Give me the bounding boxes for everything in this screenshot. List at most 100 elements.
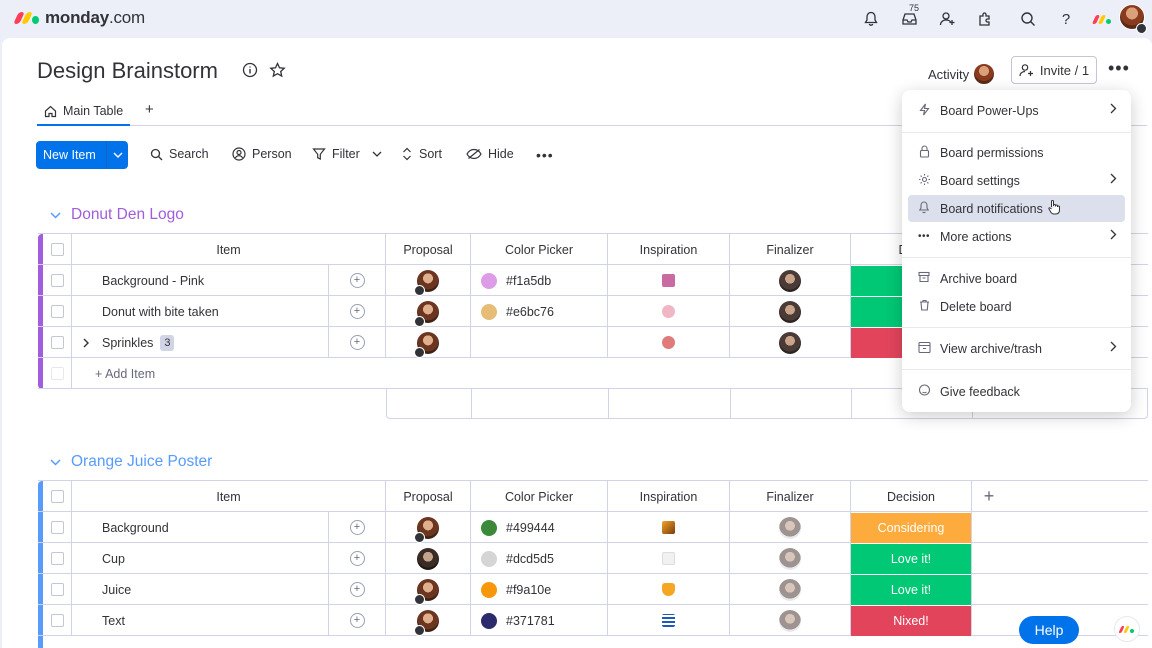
menu-item-board-settings[interactable]: Board settings (908, 167, 1125, 194)
invite-button[interactable]: Invite / 1 (1011, 56, 1097, 84)
column-header-proposal[interactable]: Proposal (386, 234, 471, 265)
chevron-right-icon[interactable] (83, 338, 90, 348)
select-all-checkbox[interactable] (43, 481, 72, 512)
info-icon[interactable] (242, 62, 258, 82)
column-header-color-picker[interactable]: Color Picker (471, 481, 608, 512)
tab-main-table[interactable]: Main Table (37, 98, 130, 126)
inspiration-cell[interactable] (608, 296, 730, 327)
column-header-finalizer[interactable]: Finalizer (730, 234, 851, 265)
color-picker-cell[interactable]: #e6bc76 (471, 296, 608, 327)
group-title-orange-juice[interactable]: Orange Juice Poster (50, 453, 212, 471)
table-row[interactable]: Background + #499444 Considering (38, 512, 1148, 543)
add-update-icon[interactable]: + (329, 296, 386, 327)
item-name[interactable]: Donut with bite taken (72, 296, 329, 327)
hide-button[interactable]: Hide (466, 147, 514, 161)
monday-workspace-icon[interactable] (1091, 9, 1112, 29)
bell-icon[interactable] (861, 9, 881, 29)
decision-cell[interactable]: Nixed! (851, 605, 972, 636)
proposal-avatar[interactable] (386, 512, 471, 543)
inbox-icon[interactable]: 75 (899, 3, 919, 29)
column-header-proposal[interactable]: Proposal (386, 481, 471, 512)
person-filter-button[interactable]: Person (232, 147, 292, 161)
color-picker-cell[interactable]: #f9a10e (471, 574, 608, 605)
board-menu-button[interactable]: ••• (1108, 58, 1130, 78)
finalizer-avatar[interactable] (730, 543, 851, 574)
color-picker-cell[interactable]: #499444 (471, 512, 608, 543)
more-toolbar-button[interactable]: ••• (536, 147, 554, 163)
column-header-decision[interactable]: Decision (851, 481, 972, 512)
menu-item-view-archive-trash[interactable]: View archive/trash (908, 335, 1125, 362)
add-item-input[interactable]: + Add Item (95, 366, 156, 381)
menu-item-archive-board[interactable]: Archive board (908, 265, 1125, 292)
item-name[interactable]: Cup (72, 543, 329, 574)
add-update-icon[interactable]: + (329, 327, 386, 358)
finalizer-avatar[interactable] (730, 574, 851, 605)
menu-item-give-feedback[interactable]: Give feedback (908, 378, 1125, 405)
status-badge[interactable]: Love it! (851, 574, 971, 605)
column-header-color-picker[interactable]: Color Picker (471, 234, 608, 265)
help-icon[interactable]: ? (1061, 10, 1071, 28)
finalizer-avatar[interactable] (730, 605, 851, 636)
table-row[interactable]: Cup + #dcd5d5 Love it! (38, 543, 1148, 574)
column-header-finalizer[interactable]: Finalizer (730, 481, 851, 512)
decision-cell[interactable]: Considering (851, 512, 972, 543)
inspiration-cell[interactable] (608, 327, 730, 358)
filter-button[interactable]: Filter (312, 147, 382, 161)
chevron-down-icon[interactable] (50, 211, 61, 219)
add-update-icon[interactable]: + (329, 574, 386, 605)
proposal-avatar[interactable] (386, 296, 471, 327)
monday-assistant-icon[interactable] (1114, 616, 1140, 642)
page-title[interactable]: Design Brainstorm (37, 58, 218, 83)
add-update-icon[interactable]: + (329, 543, 386, 574)
menu-item-board-notifications[interactable]: Board notifications (908, 195, 1125, 222)
add-update-icon[interactable]: + (329, 265, 386, 296)
item-cell[interactable]: Sprinkles 3 (72, 327, 329, 358)
inspiration-cell[interactable] (608, 265, 730, 296)
finalizer-avatar[interactable] (730, 512, 851, 543)
column-header-inspiration[interactable]: Inspiration (608, 481, 730, 512)
invite-members-icon[interactable] (937, 9, 957, 29)
proposal-avatar[interactable] (386, 543, 471, 574)
color-picker-cell[interactable]: #dcd5d5 (471, 543, 608, 574)
new-item-dropdown[interactable] (106, 141, 128, 169)
finalizer-avatar[interactable] (730, 265, 851, 296)
column-header-item[interactable]: Item (72, 234, 386, 265)
inspiration-cell[interactable] (608, 574, 730, 605)
add-update-icon[interactable]: + (329, 512, 386, 543)
status-badge[interactable]: Considering (851, 512, 971, 543)
help-button[interactable]: Help (1019, 616, 1079, 644)
row-checkbox[interactable] (43, 543, 72, 574)
row-checkbox[interactable] (43, 512, 72, 543)
proposal-avatar[interactable] (386, 574, 471, 605)
row-checkbox[interactable] (43, 574, 72, 605)
row-checkbox[interactable] (43, 605, 72, 636)
search-button[interactable]: Search (150, 147, 209, 161)
menu-item-board-power-ups[interactable]: Board Power-Ups (908, 97, 1125, 124)
status-badge[interactable]: Nixed! (851, 605, 971, 636)
subitem-count[interactable]: 3 (160, 334, 175, 351)
decision-cell[interactable]: Love it! (851, 543, 972, 574)
activity-button[interactable]: Activity (928, 63, 996, 85)
group-title-donut[interactable]: Donut Den Logo (50, 206, 184, 224)
monday-logo[interactable]: monday.com (13, 8, 145, 28)
apps-icon[interactable] (975, 9, 995, 29)
proposal-avatar[interactable] (386, 605, 471, 636)
color-picker-cell[interactable] (471, 327, 608, 358)
menu-item-board-permissions[interactable]: Board permissions (908, 139, 1125, 166)
item-name[interactable]: Background - Pink (72, 265, 329, 296)
select-all-checkbox[interactable] (43, 234, 72, 265)
decision-cell[interactable]: Love it! (851, 574, 972, 605)
row-checkbox[interactable] (43, 265, 72, 296)
color-picker-cell[interactable]: #f1a5db (471, 265, 608, 296)
add-column-button[interactable]: + (983, 486, 995, 506)
table-row[interactable]: Text + #371781 Nixed! (38, 605, 1148, 636)
finalizer-avatar[interactable] (730, 296, 851, 327)
search-icon[interactable] (1018, 9, 1038, 29)
column-header-inspiration[interactable]: Inspiration (608, 234, 730, 265)
menu-item-more-actions[interactable]: ••• More actions (908, 223, 1125, 250)
user-avatar[interactable] (1119, 4, 1147, 34)
status-badge[interactable]: Love it! (851, 543, 971, 574)
proposal-avatar[interactable] (386, 265, 471, 296)
table-row[interactable]: Juice + #f9a10e Love it! (38, 574, 1148, 605)
add-update-icon[interactable]: + (329, 605, 386, 636)
